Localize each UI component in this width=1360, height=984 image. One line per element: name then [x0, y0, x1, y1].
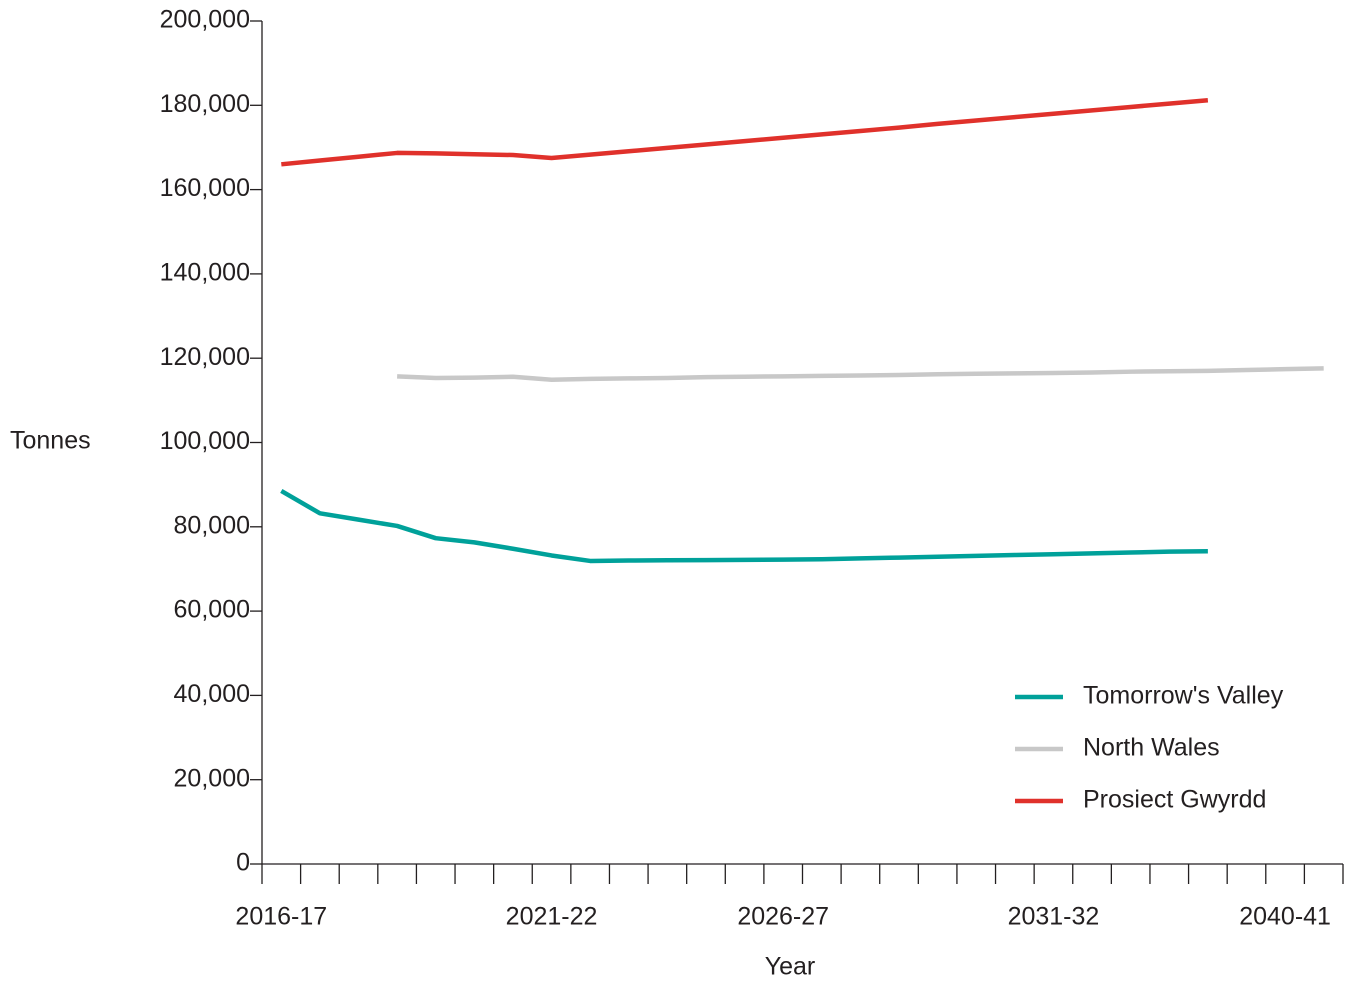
y-tick-label: 60,000 [174, 596, 250, 624]
x-tick-label: 2026-27 [737, 903, 829, 931]
x-tick-label: 2031-32 [1008, 903, 1100, 931]
x-axis-label: Year [765, 953, 816, 981]
series-line [280, 489, 1208, 564]
y-tick-label: 140,000 [160, 259, 250, 287]
y-tick-label: 100,000 [160, 427, 250, 455]
series-line [281, 98, 1209, 167]
y-tick-label: 160,000 [160, 174, 250, 202]
y-tick-label: 200,000 [160, 6, 250, 34]
x-tick-label: 2021-22 [506, 903, 598, 931]
legend-label: Prosiect Gwyrdd [1083, 786, 1266, 814]
legend-label: North Wales [1083, 734, 1220, 762]
legend-label: Tomorrow's Valley [1083, 682, 1284, 710]
y-tick-label: 80,000 [174, 511, 250, 539]
y-tick-label: 180,000 [160, 90, 250, 118]
series-line [397, 366, 1324, 382]
y-tick-label: 40,000 [174, 680, 250, 708]
y-tick-label: 120,000 [160, 343, 250, 371]
y-axis-label: Tonnes [10, 427, 91, 455]
y-tick-label: 0 [236, 849, 250, 877]
y-tick-label: 20,000 [174, 764, 250, 792]
x-tick-label: 2016-17 [235, 903, 327, 931]
x-tick-label: 2040-41 [1239, 903, 1331, 931]
